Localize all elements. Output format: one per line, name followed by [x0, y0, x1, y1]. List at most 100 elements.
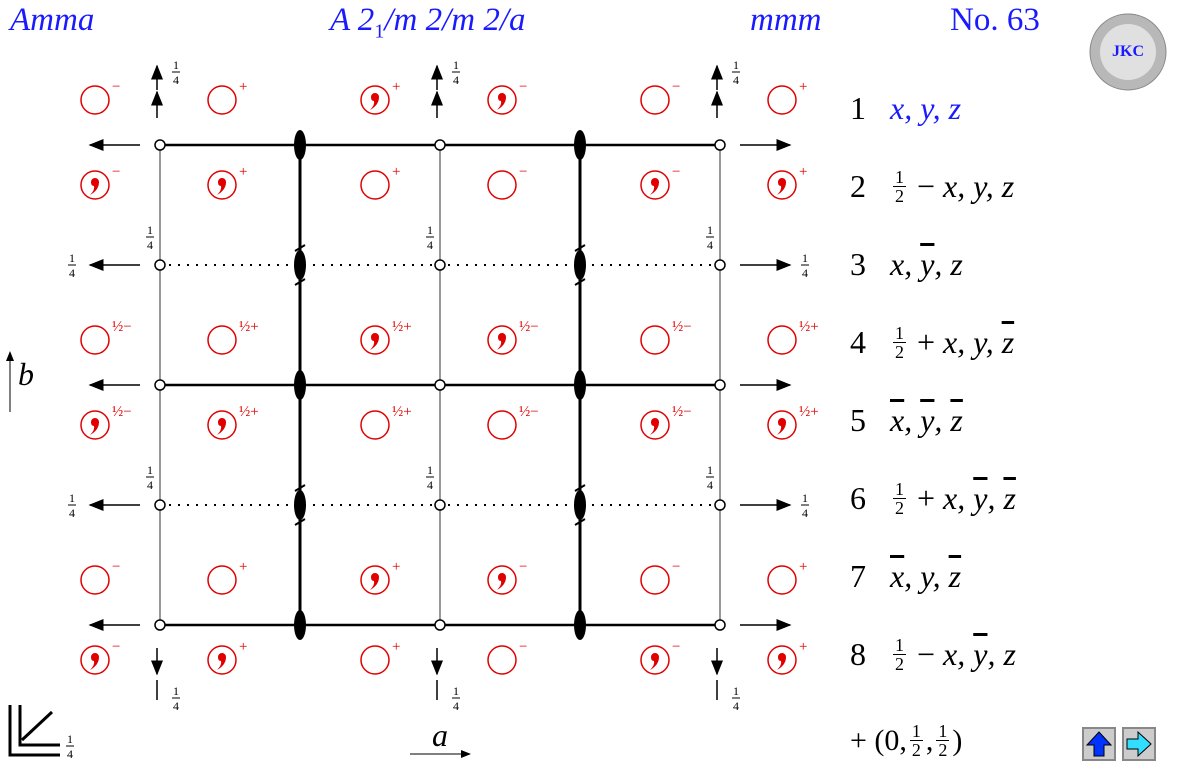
position-number: 8: [850, 636, 866, 672]
twofold-axis: [294, 490, 306, 520]
position-sign: +: [799, 559, 807, 575]
position-number: 7: [850, 558, 866, 594]
up-button[interactable]: [1082, 727, 1116, 761]
position-sign: −: [519, 639, 527, 655]
position-sign: +: [392, 164, 400, 180]
position-sign: ½−: [672, 319, 692, 335]
position-number: 5: [850, 402, 866, 438]
position-row: 1 x, y, z: [850, 90, 961, 127]
quarter-den: 4: [147, 478, 153, 492]
logo-inner: [1100, 24, 1156, 80]
quarter-den: 4: [427, 238, 433, 252]
inversion-center: [714, 619, 726, 631]
inversion-center: [434, 379, 446, 391]
position-sign: −: [519, 164, 527, 180]
equivalent-position: [640, 565, 670, 595]
position-number: 3: [850, 246, 866, 282]
comma-mark: [370, 573, 379, 590]
operator: −: [909, 636, 944, 672]
equivalent-position: [767, 85, 797, 115]
position-sign: +: [392, 559, 400, 575]
quarter-num: 1: [427, 463, 433, 477]
inversion-center: [434, 259, 446, 271]
coordinates: x, y, z: [890, 558, 961, 595]
coordinate: y: [973, 480, 988, 516]
equivalent-position: [767, 565, 797, 595]
centering: + (0, 1 2, 1 2): [850, 722, 962, 759]
operator: +: [909, 324, 944, 360]
position-number: 2: [850, 168, 866, 204]
coordinate: ,: [987, 480, 1004, 516]
point-group: mmm: [750, 2, 822, 38]
comma-mark: [217, 418, 226, 435]
screw-flag: [574, 484, 586, 526]
comma-mark: [497, 333, 506, 350]
position-sign: −: [112, 559, 120, 575]
position-sign: −: [672, 559, 680, 575]
coordinate: x: [890, 558, 905, 594]
twofold-axis: [294, 610, 306, 640]
logo-text: JKC: [1112, 43, 1144, 60]
position-sign: ½+: [799, 319, 819, 335]
equivalent-position: [207, 325, 237, 355]
inversion-center: [434, 499, 446, 511]
quarter-num: 1: [453, 684, 459, 698]
equivalent-position: [640, 85, 670, 115]
equivalent-position: [487, 410, 517, 440]
coordinate: z: [1001, 324, 1015, 360]
position-row: 7 x, y, z: [850, 558, 961, 595]
operator: −: [909, 168, 944, 204]
coordinates: x, y, z: [890, 246, 963, 283]
operator: +: [909, 480, 944, 516]
short-symbol: Amma: [10, 2, 95, 38]
equivalent-position: [640, 325, 670, 355]
position-sign: −: [112, 79, 120, 95]
full-symbol: A 21/m 2/m 2/a: [330, 2, 525, 44]
coordinate: x,: [943, 636, 974, 672]
coordinate: x,: [890, 246, 921, 282]
inversion-center: [714, 139, 726, 151]
coordinate: , z: [987, 636, 1016, 672]
position-sign: ½+: [799, 404, 819, 420]
comma-mark: [90, 418, 99, 435]
coordinate: x, y, z: [890, 90, 962, 126]
inversion-center: [434, 139, 446, 151]
next-icon: [1126, 730, 1152, 758]
position-sign: ½+: [239, 319, 259, 335]
coordinate: z: [1003, 480, 1016, 516]
b-axis-label: b: [18, 356, 34, 392]
fraction-den: 2: [911, 740, 921, 760]
equivalent-position: [80, 325, 110, 355]
comma-mark: [650, 178, 659, 195]
fraction-num: 1: [893, 479, 906, 499]
symbol-prefix: A 2: [330, 2, 375, 38]
twofold-axis: [294, 250, 306, 280]
up-icon: [1085, 731, 1113, 757]
twofold-axis: [294, 130, 306, 160]
position-sign: +: [392, 79, 400, 95]
position-sign: −: [519, 559, 527, 575]
inversion-center: [714, 499, 726, 511]
quarter-num: 1: [453, 58, 459, 72]
equivalent-position: [80, 85, 110, 115]
quarter-num: 1: [733, 58, 739, 72]
position-sign: −: [672, 164, 680, 180]
twofold-axis: [574, 250, 586, 280]
quarter-num: 1: [427, 223, 433, 237]
next-button[interactable]: [1122, 727, 1156, 761]
coordinate: z: [950, 402, 963, 438]
twofold-axis: [574, 490, 586, 520]
quarter-num: 1: [733, 684, 739, 698]
comma-mark: [497, 93, 506, 110]
inversion-center: [154, 259, 166, 271]
comma-mark: [90, 653, 99, 670]
quarter-den: 4: [173, 73, 179, 87]
comma-mark: [370, 333, 379, 350]
fraction-num: 1: [893, 167, 906, 187]
